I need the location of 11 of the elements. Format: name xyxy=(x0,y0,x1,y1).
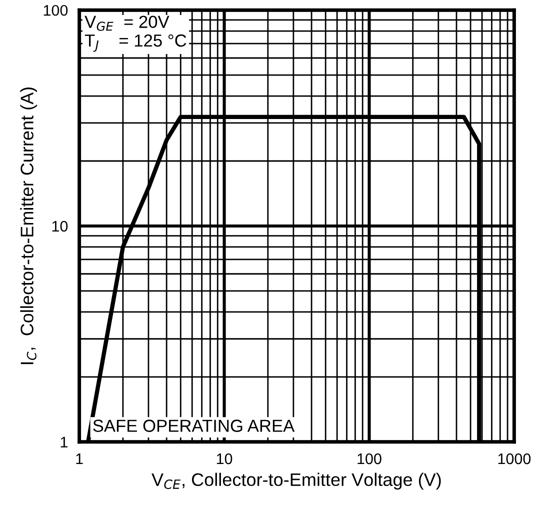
y-tick-label: 100 xyxy=(44,4,68,16)
x-tick-label: 1 xyxy=(76,454,83,464)
x-tick-label: 1000 xyxy=(498,453,531,464)
x-tick-label: 10 xyxy=(216,453,232,464)
y-tick-label: 1 xyxy=(60,436,68,448)
y-axis-title: I$_{C}$, Collector-to-Emitter Current (A) xyxy=(20,87,38,364)
x-tick-label: 100 xyxy=(358,453,382,464)
x-axis-title: V$_{CE}$, Collector-to-Emitter Voltage (V) xyxy=(152,472,441,490)
y-tick-label: 10 xyxy=(52,220,68,232)
annotation: SAFE OPERATING AREA xyxy=(93,420,295,432)
text: V$_{GE}$ = 20V T$_{J}$ = 125 °C xyxy=(84,16,186,52)
